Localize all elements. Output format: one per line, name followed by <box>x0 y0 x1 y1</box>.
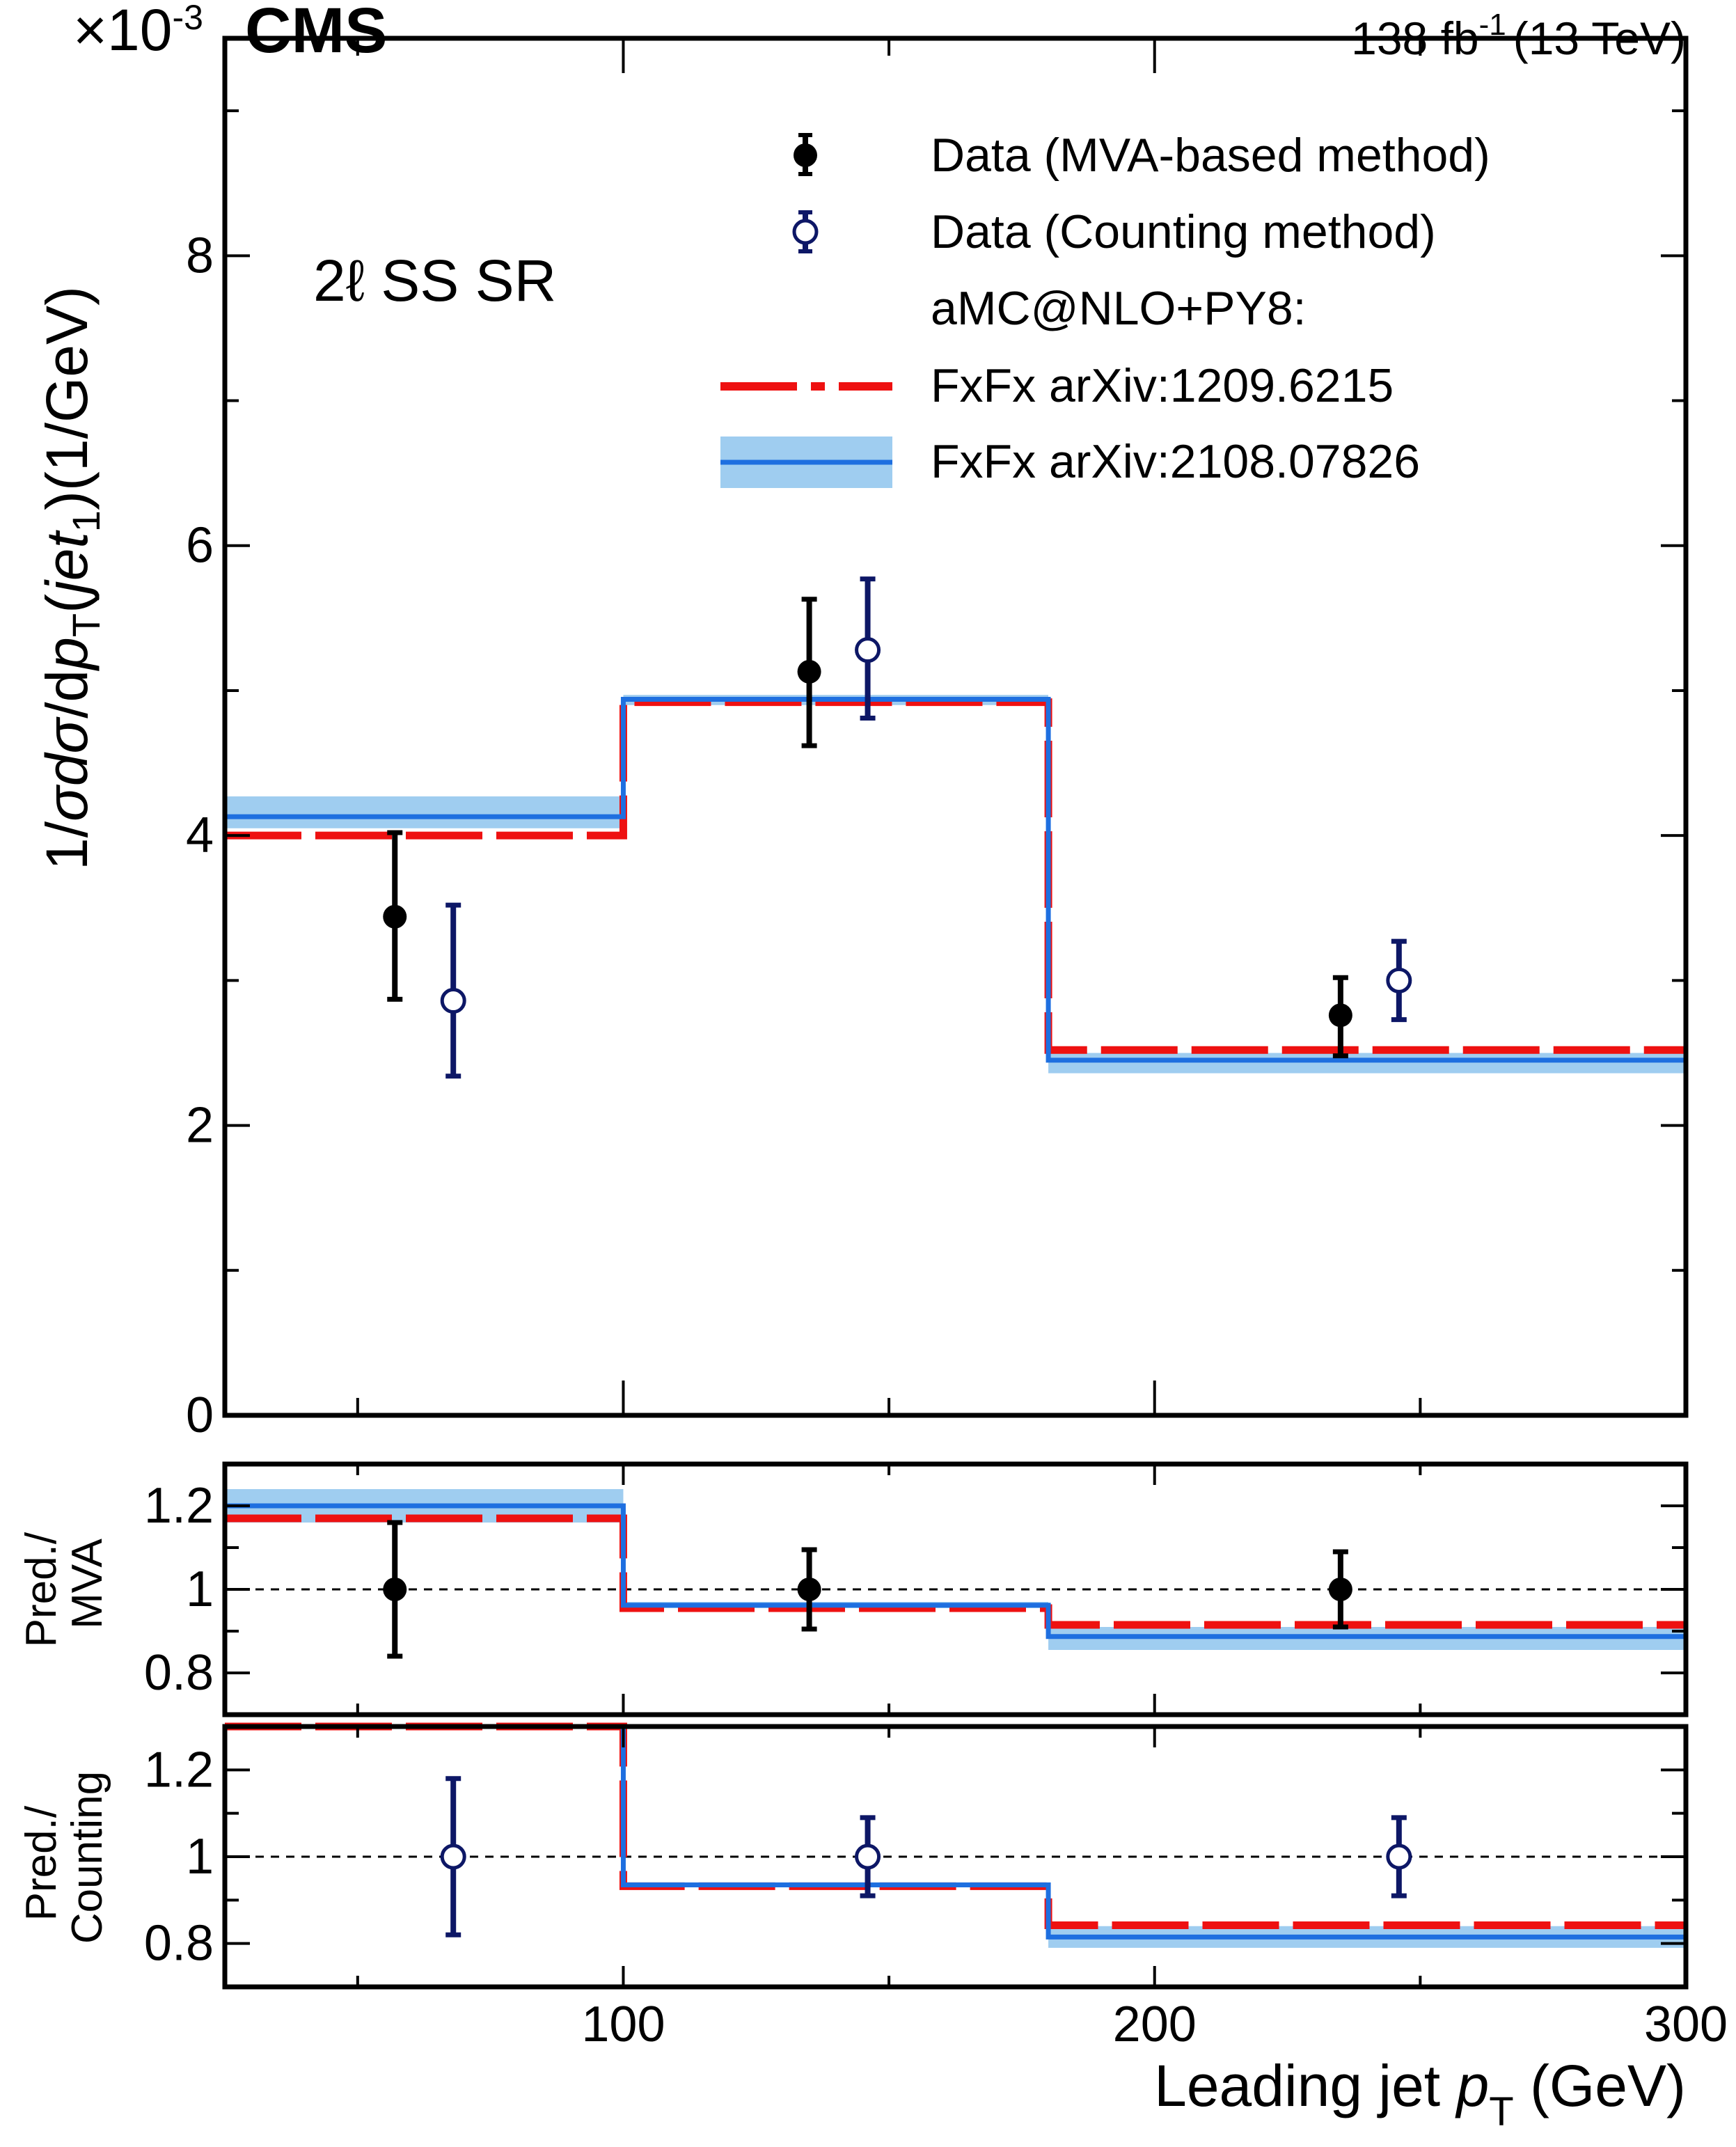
cms-label: CMS <box>245 0 387 66</box>
main-data-points <box>383 576 1412 1079</box>
ratio-mva-ylabel-line1: Pred./ <box>17 1532 65 1647</box>
filled-marker <box>797 659 821 684</box>
ratio-counting-ylabel-line1: Pred./ <box>17 1805 65 1921</box>
legend-entry-fxfx-1209: FxFx arXiv:1209.6215 <box>720 359 1394 412</box>
r2-fxfx-arxiv-1209-6215-line <box>225 1722 1686 1929</box>
ratio-counting-plot-frame <box>222 1724 1689 1990</box>
main-fxfx-arxiv-2108-07826-line <box>225 696 1686 1063</box>
open-marker <box>855 637 881 663</box>
filled-marker <box>1328 1003 1352 1028</box>
main-axis-ticks: 0 2 4 6 8 <box>186 38 1687 1443</box>
ytick-label: 4 <box>186 808 214 863</box>
main-plot-frame <box>222 36 1689 1418</box>
main-fxfx-arxiv-2108-07826-band-bin-0 <box>225 796 624 828</box>
main-y-axis-title: 1/σdσ/dpT(jet1)(1/GeV) <box>34 286 108 870</box>
ytick-label: 1.2 <box>144 1742 214 1798</box>
ratio-mva-y-axis-title: Pred./ MVA <box>17 1520 111 1648</box>
filled-marker <box>1328 1578 1352 1601</box>
x-axis-title: Leading jet pT (GeV) <box>1154 2053 1686 2134</box>
xtick-label: 200 <box>1113 1997 1197 2052</box>
main-fxfx-arxiv-2108-07826-band-bin-2 <box>1048 1053 1686 1074</box>
legend-fxfx-2108-label: FxFx arXiv:2108.07826 <box>931 435 1420 488</box>
r2-fxfx-arxiv-2108-07826-line <box>225 1724 1686 1940</box>
ratio-counting-ylabel-line2: Counting <box>63 1771 111 1944</box>
ytick-label: 0 <box>186 1387 214 1443</box>
xtick-label: 100 <box>581 1997 665 2052</box>
r2-data-counting-method--point-1 <box>855 1815 881 1898</box>
r1-data-mva-based-method--point-0 <box>383 1520 407 1659</box>
ratio-mva-model-bands <box>225 1489 1686 1650</box>
ytick-label: 1 <box>186 1829 214 1885</box>
ytick-label: 0.8 <box>144 1645 214 1701</box>
legend-entry-fxfx-2108: FxFx arXiv:2108.07826 <box>720 435 1420 488</box>
filled-marker <box>383 904 407 929</box>
ratio-mva-ylabel-line2: MVA <box>63 1538 111 1628</box>
r1-data-mva-based-method--point-1 <box>797 1547 821 1632</box>
main-data-mva-based-method--point-1 <box>797 597 821 748</box>
main-model-bands <box>225 695 1686 1074</box>
filled-marker <box>383 1578 407 1601</box>
main-data-mva-based-method--point-0 <box>383 830 407 1002</box>
legend: Data (MVA-based method) Data (Counting m… <box>720 129 1490 488</box>
legend-mva-label: Data (MVA-based method) <box>931 129 1490 182</box>
open-marker <box>855 1843 881 1870</box>
legend-mva-marker <box>794 143 817 167</box>
r2-data-counting-method--point-0 <box>440 1776 466 1937</box>
xtick-label: 300 <box>1644 1997 1728 2052</box>
open-marker <box>440 988 466 1014</box>
main-model-lines <box>225 696 1686 1063</box>
ratio-counting-model-bands <box>225 1727 1686 1948</box>
legend-counting-label: Data (Counting method) <box>931 205 1436 258</box>
main-data-counting-method--point-1 <box>855 576 881 721</box>
main-data-mva-based-method--point-2 <box>1328 975 1352 1059</box>
ytick-label: 6 <box>186 518 214 574</box>
main-panel: 0 2 4 6 8 2ℓ SS SR 1/σdσ/dpT(jet1)(1/GeV) Da… <box>34 36 1689 1443</box>
ytick-label: 1 <box>186 1562 214 1617</box>
legend-counting-marker <box>792 219 819 245</box>
legend-entry-data-mva: Data (MVA-based method) <box>794 129 1490 182</box>
ytick-label: 0.8 <box>144 1916 214 1972</box>
ytick-label: 2 <box>186 1098 214 1154</box>
legend-entry-data-counting: Data (Counting method) <box>792 205 1436 258</box>
legend-fxfx-1209-label: FxFx arXiv:1209.6215 <box>931 359 1394 412</box>
r2-data-counting-method--point-2 <box>1386 1815 1412 1898</box>
ratio-mva-data-points <box>383 1520 1352 1659</box>
r1-data-mva-based-method--point-2 <box>1328 1549 1352 1630</box>
main-data-counting-method--point-0 <box>440 902 466 1079</box>
main-data-counting-method--point-2 <box>1386 938 1412 1023</box>
legend-generator-header: aMC@NLO+PY8: <box>931 282 1307 335</box>
ratio-counting-data-points <box>440 1776 1412 1937</box>
region-label: 2ℓ SS SR <box>313 248 556 313</box>
r1-fxfx-arxiv-1209-6215-line <box>225 1514 1686 1629</box>
ratio-panel-mva: 0.8 1 1.2 Pred./ MVA <box>17 1461 1689 1717</box>
ytick-label: 8 <box>186 228 214 283</box>
ratio-mva-plot-frame <box>222 1461 1689 1717</box>
filled-marker <box>797 1578 821 1601</box>
main-fxfx-arxiv-1209-6215-line <box>225 698 1686 1054</box>
open-marker <box>440 1843 466 1870</box>
open-marker <box>1386 1843 1412 1870</box>
ratio-mva-model-lines <box>225 1503 1686 1639</box>
ratio-counting-model-lines <box>225 1722 1686 1940</box>
exponent-label: ×10-3 <box>73 0 203 63</box>
r1-fxfx-arxiv-2108-07826-line <box>225 1503 1686 1639</box>
ratio-counting-y-axis-title: Pred./ Counting <box>17 1771 111 1944</box>
ytick-label: 1.2 <box>144 1478 214 1534</box>
ratio-panel-counting: 0.8 1 1.2 100 200 300 Pred./ Counting <box>17 1722 1728 2052</box>
open-marker <box>1386 967 1412 993</box>
